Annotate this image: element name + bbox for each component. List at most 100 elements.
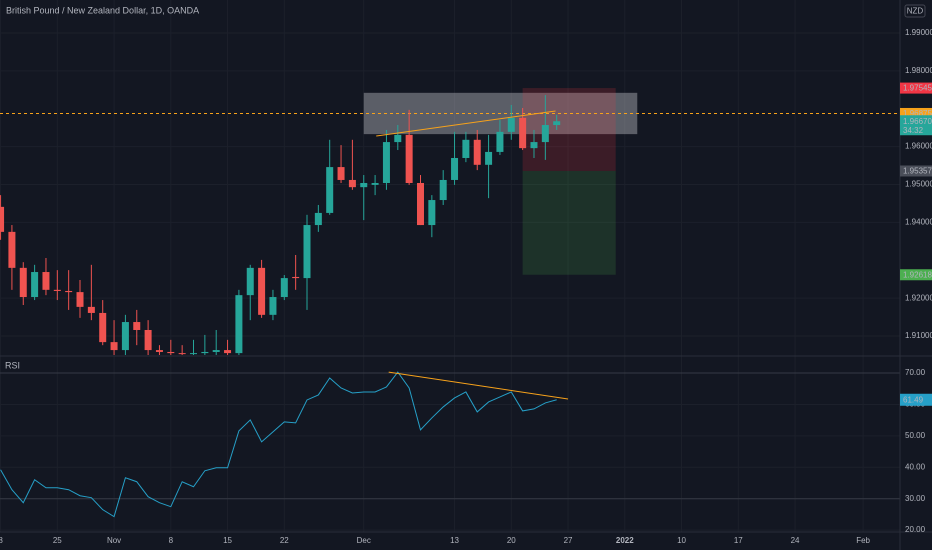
x-tick-label: 8 [0,536,3,545]
candle-body [519,117,527,149]
candle-body [314,212,322,226]
last-price-box [900,115,932,136]
rsi-value-box [900,393,932,406]
y-tick-label: 1.95000 [905,180,932,189]
y-tick-label: 1.98000 [905,66,932,75]
y-tick-label: 20.00 [905,525,926,534]
last-price-label: 1.96670 [903,117,932,126]
candle-body [178,353,186,355]
candle-body [235,295,243,354]
candle-body [201,351,209,354]
candle-body [439,179,447,201]
y-tick-label: 40.00 [905,462,926,471]
y-tick-label: 1.92000 [905,293,932,302]
candle-body [65,290,73,293]
x-tick-label: 13 [450,536,459,545]
candle-body [155,350,163,352]
candle-body [246,267,254,296]
candle-body [473,139,481,165]
candle-body [382,142,390,183]
candle-body [462,139,470,158]
candle-body [31,272,39,298]
candle-body [53,289,61,291]
axes: 1.99000 1.98000 1.96000 1.95000 1.94000 1.920… [0,28,932,545]
x-tick-label: 22 [280,536,289,545]
price-label: 1.97545 [903,84,932,93]
rsi-value-label: 61.49 [903,395,924,404]
candle-body [496,131,504,152]
candle-body [99,312,107,343]
candle-body [87,306,95,313]
x-tick-label: 8 [169,536,174,545]
candle-body [8,231,16,268]
candle-body [553,121,561,126]
candle-body [280,278,288,298]
y-tick-label: 1.96000 [905,142,932,151]
candle-body [541,125,549,143]
candle-body [416,182,424,226]
y-tick-label: 50.00 [905,431,926,440]
x-tick-label: Dec [357,536,371,545]
x-tick-label: 10 [677,536,686,545]
x-tick-label: 15 [223,536,232,545]
y-tick-label: 30.00 [905,494,926,503]
candle-body [292,276,300,279]
price-label: 1.92618 [903,270,932,279]
price-line-label: 1.96875 [903,109,932,118]
x-tick-label: 24 [791,536,800,545]
price-line-label-box [900,107,932,119]
y-tick-label: 70.00 [905,368,926,377]
candle-body [485,151,493,165]
x-tick-label: 25 [53,536,62,545]
candle-body [42,272,50,290]
candle-body [224,350,232,354]
candle-body [133,322,141,330]
x-tick-label: Feb [856,536,870,545]
candle-body [76,292,84,307]
currency-label: NZD [907,7,924,16]
trend-line [388,371,569,400]
price-label: 1.95357 [903,167,932,176]
candle-body [530,142,538,149]
chart-title: British Pound / New Zealand Dollar, 1D, … [6,5,199,15]
y-tick-label: 1.99000 [905,28,932,37]
candle-body [167,351,175,354]
candle-body [258,267,266,315]
candle-body [405,134,413,183]
candle-body [337,167,345,180]
candle-body [269,297,277,315]
price-pane [0,88,900,355]
price-label-box [900,82,932,94]
candle-body [0,206,5,232]
candle-body [212,350,220,352]
candle-body [110,342,118,351]
y-tick-label: 1.94000 [905,218,932,227]
rsi-title: RSI [5,360,20,370]
rsi-line [0,371,557,518]
candle-body [144,329,152,351]
candle-body [451,157,459,180]
candle-body [428,200,436,226]
countdown-label: 34:32 [903,126,924,135]
x-tick-label: 20 [507,536,516,545]
stop-zone [522,88,616,171]
x-tick-label: 27 [564,536,573,545]
candle-body [19,267,27,298]
x-tick-label: 17 [734,536,743,545]
candle-body [326,167,334,213]
y-tick-label: 1.91000 [905,331,932,340]
candle-body [394,134,402,143]
candle-body [190,353,198,355]
candle-body [360,182,368,188]
candle-body [121,322,129,351]
candle-body [348,179,356,188]
trend-line [376,110,556,137]
target-zone [522,170,616,275]
price-label-box [900,165,932,177]
currency-box [904,4,926,18]
candle-body [507,117,515,132]
price-label-box [900,269,932,281]
